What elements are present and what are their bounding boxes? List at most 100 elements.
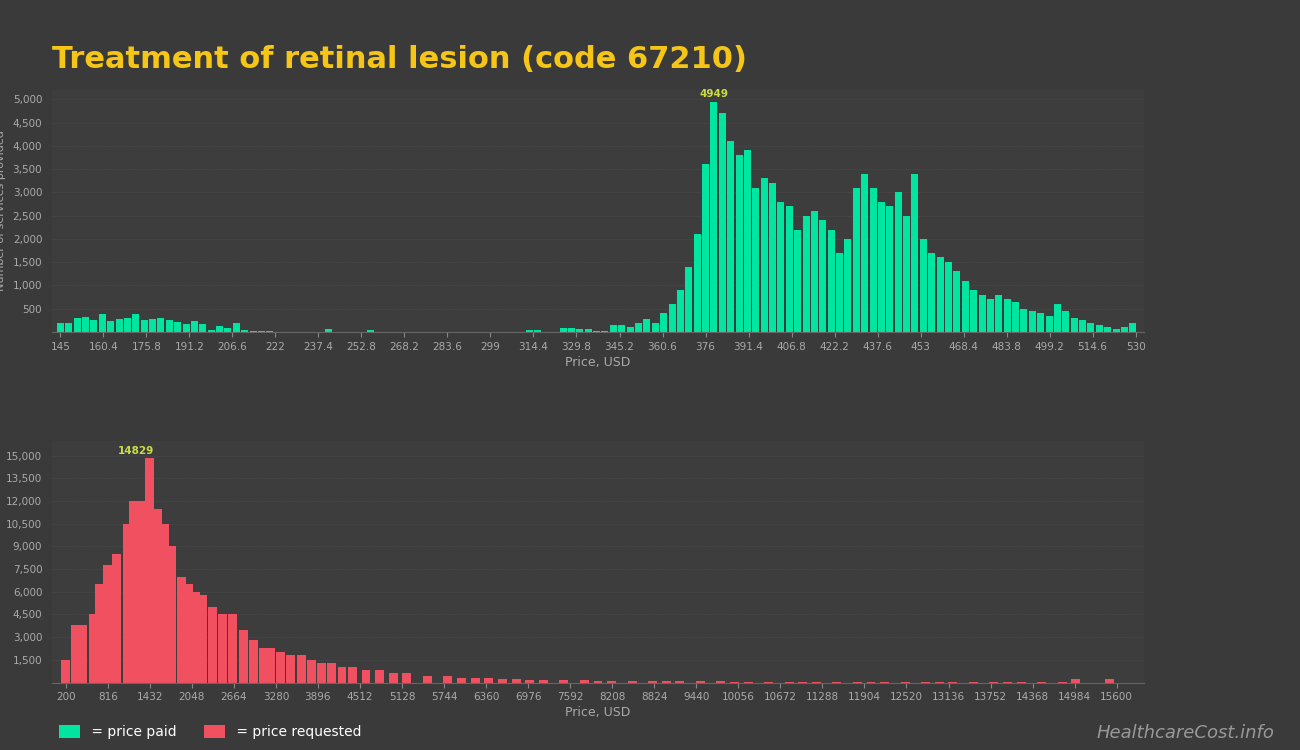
Bar	[580, 680, 589, 682]
Bar	[802, 215, 810, 332]
Bar	[471, 678, 480, 682]
Bar	[403, 674, 411, 682]
Text: Treatment of retinal lesion (code 67210): Treatment of retinal lesion (code 67210)	[52, 45, 747, 74]
Bar	[696, 681, 705, 682]
Bar	[1020, 308, 1027, 332]
Bar	[88, 614, 98, 682]
Bar	[185, 584, 192, 682]
Bar	[242, 330, 248, 332]
Bar	[107, 321, 114, 332]
Bar	[1105, 680, 1114, 682]
Bar	[208, 329, 214, 332]
Bar	[367, 330, 374, 332]
Bar	[177, 577, 186, 682]
Bar	[962, 280, 968, 332]
Bar	[208, 607, 217, 682]
Bar	[594, 681, 602, 682]
Bar	[836, 253, 844, 332]
Bar	[894, 192, 902, 332]
Bar	[736, 155, 742, 332]
Bar	[174, 322, 181, 332]
Text: 14829: 14829	[118, 446, 155, 456]
Bar	[676, 681, 684, 682]
Bar	[716, 681, 725, 682]
Bar	[153, 509, 162, 682]
Bar	[760, 178, 768, 332]
Bar	[1037, 314, 1044, 332]
Bar	[811, 211, 818, 332]
Bar	[1079, 320, 1086, 332]
Bar	[628, 681, 637, 682]
Bar	[276, 652, 285, 682]
Bar	[936, 257, 944, 332]
Bar	[727, 141, 734, 332]
Bar	[389, 674, 398, 682]
Bar	[644, 319, 650, 332]
Bar	[160, 524, 169, 682]
Bar	[103, 565, 112, 682]
Bar	[777, 202, 784, 332]
Bar	[1045, 316, 1053, 332]
Bar	[953, 272, 961, 332]
Bar	[649, 681, 656, 682]
Bar	[512, 680, 520, 682]
Bar	[485, 678, 493, 682]
Bar	[1121, 327, 1128, 332]
Bar	[559, 328, 567, 332]
Bar	[325, 329, 332, 332]
Bar	[887, 206, 893, 332]
Bar	[307, 660, 316, 682]
Bar	[634, 322, 642, 332]
Bar	[1054, 304, 1061, 332]
Bar	[744, 151, 751, 332]
Bar	[627, 327, 633, 332]
Bar	[702, 164, 708, 332]
Bar	[878, 202, 885, 332]
Bar	[150, 319, 156, 332]
Bar	[99, 314, 105, 332]
Bar	[540, 680, 547, 682]
Bar	[182, 325, 190, 332]
Bar	[266, 331, 273, 332]
Bar	[568, 328, 575, 332]
Bar	[248, 640, 257, 682]
Bar	[112, 554, 121, 682]
Bar	[498, 680, 507, 682]
Bar	[130, 501, 138, 682]
Bar	[979, 295, 985, 332]
Bar	[286, 656, 295, 682]
Bar	[146, 458, 155, 682]
Bar	[250, 331, 256, 332]
Bar	[74, 318, 81, 332]
Bar	[1130, 322, 1136, 332]
Bar	[1096, 325, 1102, 332]
Bar	[216, 326, 224, 332]
Legend:  = price paid,  = price requested: = price paid, = price requested	[58, 725, 361, 740]
Bar	[853, 188, 859, 332]
Bar	[1087, 322, 1095, 332]
Bar	[719, 113, 725, 332]
Bar	[57, 322, 64, 332]
Bar	[828, 230, 835, 332]
Bar	[1113, 329, 1119, 332]
Bar	[1028, 311, 1036, 332]
Bar	[140, 320, 148, 332]
Bar	[534, 329, 541, 332]
Bar	[685, 267, 693, 332]
Bar	[328, 663, 337, 682]
Bar	[710, 102, 718, 332]
Bar	[198, 595, 207, 682]
Bar	[928, 253, 935, 332]
Bar	[819, 220, 827, 332]
Bar	[422, 676, 432, 682]
Bar	[239, 629, 247, 682]
Bar	[1071, 680, 1080, 682]
Bar	[91, 320, 98, 332]
Bar	[338, 668, 347, 682]
Bar	[458, 678, 465, 682]
Bar	[122, 524, 131, 682]
Bar	[903, 215, 910, 332]
Bar	[607, 681, 616, 682]
Bar	[233, 323, 239, 332]
Bar	[191, 321, 198, 332]
